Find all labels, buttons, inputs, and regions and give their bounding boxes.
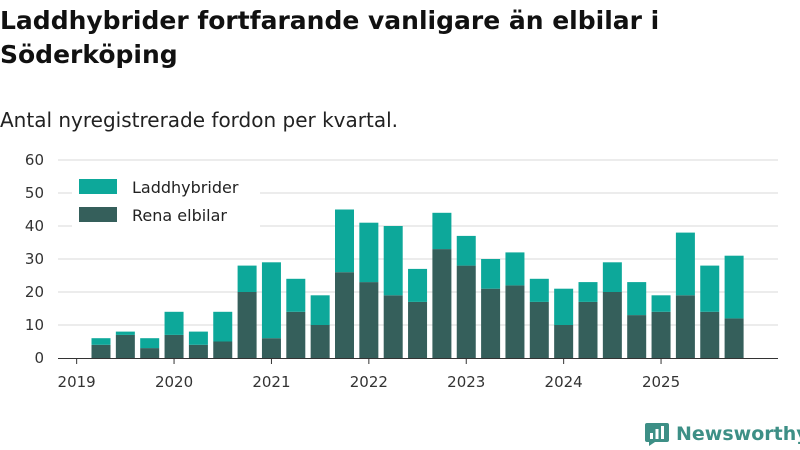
bar-laddhybrider [140,338,160,349]
bar-rena-elbilar [554,325,574,358]
y-tick-label: 30 [25,250,44,268]
bar-laddhybrider [115,331,135,335]
x-tick-label: 2025 [642,373,680,391]
bar-laddhybrider [335,209,354,273]
legend-label: Rena elbilar [132,206,227,225]
bar-rena-elbilar [91,344,111,358]
bar-laddhybrider [408,268,428,302]
x-tick-label: 2022 [350,373,388,391]
bar-rena-elbilar [359,282,379,358]
newsworthy-logo-icon [645,423,669,446]
bar-laddhybrider [675,232,695,296]
bar-laddhybrider [188,331,208,345]
x-tick-label: 2019 [58,373,96,391]
bar-rena-elbilar [286,311,306,358]
bar-laddhybrider [237,265,257,292]
legend-swatch [79,179,117,194]
y-tick-label: 50 [25,184,44,202]
chart-subtitle: Antal nyregistrerade fordon per kvartal. [0,108,399,132]
brand-name: Newsworthy [676,423,800,445]
bar-laddhybrider [310,295,330,325]
bar-rena-elbilar [164,334,184,358]
bar-laddhybrider [700,265,720,312]
bar-rena-elbilar [675,295,695,358]
bar-rena-elbilar [335,272,354,358]
y-tick-label: 60 [25,151,44,169]
bar-laddhybrider [651,295,671,312]
legend-swatch [79,207,117,222]
legend-label: Laddhybrider [132,178,239,197]
bar-rena-elbilar [700,311,720,358]
bar-laddhybrider [602,262,622,292]
bar-laddhybrider [481,259,501,289]
bar-laddhybrider [456,235,476,266]
bar-laddhybrider [261,262,281,339]
bar-rena-elbilar [237,292,257,358]
x-tick-label: 2024 [545,373,583,391]
bar-rena-elbilar [456,265,476,358]
bar-rena-elbilar [213,341,233,358]
bar-rena-elbilar [602,292,622,358]
y-tick-label: 10 [25,316,44,334]
bar-rena-elbilar [115,334,135,358]
legend: Laddhybrider Rena elbilar [72,172,260,228]
bar-laddhybrider [359,222,379,283]
x-tick-label: 2020 [155,373,193,391]
bar-rena-elbilar [627,315,647,358]
bar-laddhybrider [505,252,525,286]
bar-rena-elbilar [651,311,671,358]
x-tick-label: 2023 [447,373,485,391]
y-tick-label: 40 [25,217,44,235]
bar-laddhybrider [724,255,744,319]
axes: 0 10 20 30 40 50 60 2019 2020 2021 2022 2023 2024 202… [25,151,778,391]
bar-rena-elbilar [481,288,501,358]
bar-laddhybrider [554,288,574,325]
bar-rena-elbilar [188,344,208,358]
bar-rena-elbilar [261,338,281,358]
bar-laddhybrider [627,282,647,316]
chart-title: Laddhybrider fortfarande vanligare än el… [0,6,660,69]
x-tick-label: 2021 [252,373,290,391]
bar-rena-elbilar [432,249,452,358]
bar-rena-elbilar [529,301,549,358]
bar-laddhybrider [213,311,233,342]
bar-rena-elbilar [724,318,744,358]
bar-laddhybrider [578,282,598,302]
y-tick-label: 0 [34,349,44,367]
bar-rena-elbilar [505,285,525,358]
bar-laddhybrider [383,226,403,296]
bar-laddhybrider [529,278,549,302]
bar-laddhybrider [91,338,111,345]
bar-rena-elbilar [140,348,160,358]
bar-rena-elbilar [383,295,403,358]
bar-rena-elbilar [408,301,428,358]
brand-logo: Newsworthy [644,420,800,448]
y-tick-label: 20 [25,283,44,301]
bar-laddhybrider [286,278,306,312]
bars [91,209,744,358]
bar-rena-elbilar [578,301,598,358]
bar-laddhybrider [164,311,184,335]
bar-laddhybrider [432,212,452,250]
bar-rena-elbilar [310,325,330,358]
